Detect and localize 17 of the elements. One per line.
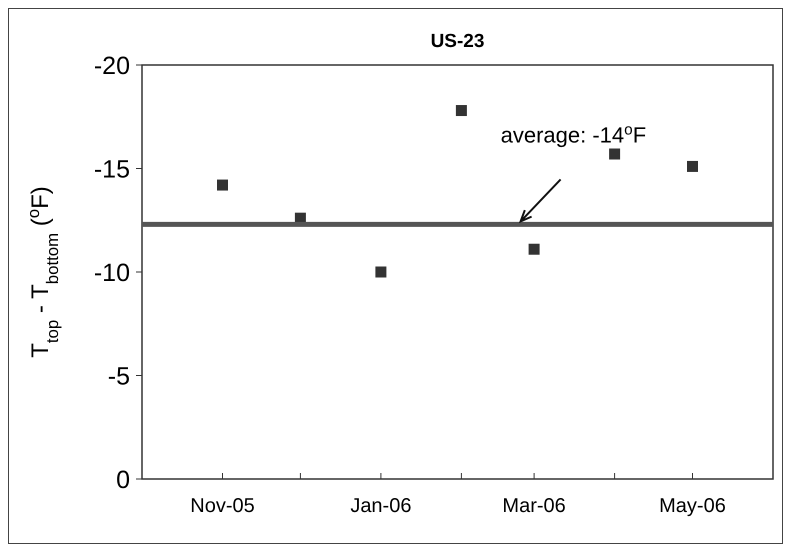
y-tick-label: -10 [94,259,130,287]
x-tick-label: May-06 [659,495,726,517]
point [687,160,698,172]
annotation: average: -14$^{o}$F [500,120,646,148]
y-tick-label: 0 [116,466,130,494]
x-tick-label: Nov-05 [190,495,255,517]
y-tick-label: -5 [108,362,130,390]
x-tick-label: Mar-06 [502,495,566,517]
x-tick-label: Jan-06 [350,495,412,517]
point [375,266,386,278]
y-tick-label: -20 [94,52,130,80]
point [456,105,467,116]
y-tick-label: -15 [94,156,130,184]
point [609,148,620,160]
point [528,244,540,255]
chart-title: US-23 [430,31,484,52]
point [217,180,228,191]
